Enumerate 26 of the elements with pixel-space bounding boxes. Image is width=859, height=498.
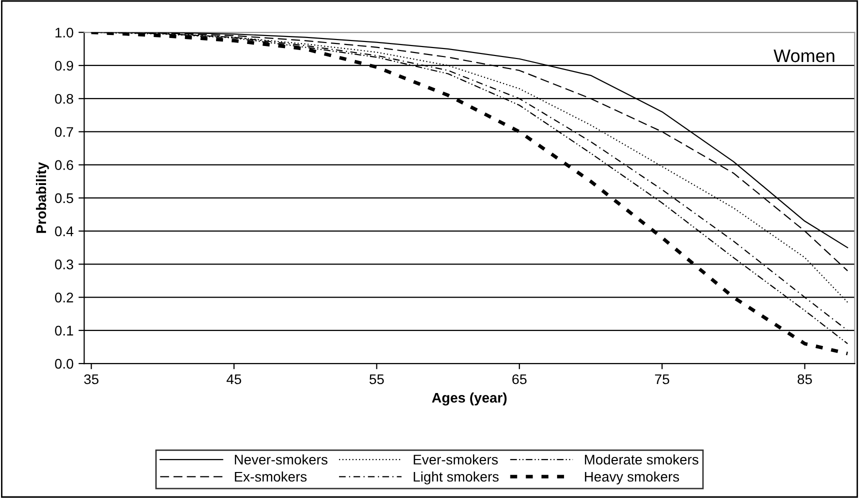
x-tick-label: 75 <box>655 374 670 384</box>
y-tick-label: 0.7 <box>55 127 74 137</box>
x-tick-label: 65 <box>512 374 527 384</box>
x-tick-label: 45 <box>226 374 242 384</box>
y-tick-label: 0.5 <box>55 193 74 204</box>
annotation: Women <box>774 50 834 62</box>
y-tick-label: 0.3 <box>55 260 74 270</box>
legend-label: Light smokers <box>414 471 499 484</box>
y-tick-label: 0.8 <box>55 94 74 104</box>
legend-label: Ex-smokers <box>234 471 307 482</box>
y-tick-label: 0.2 <box>55 292 74 302</box>
legend-label: Moderate smokers <box>584 454 698 465</box>
y-tick-label: 0.9 <box>55 60 74 71</box>
legend-label: Ever-smokers <box>414 454 498 465</box>
y-tick-label: 0.1 <box>55 326 74 336</box>
y-tick-label: 0.6 <box>55 160 74 170</box>
y-axis-title: Probability <box>36 162 49 233</box>
legend-label: Heavy smokers <box>584 471 680 484</box>
legend-label: Never-smokers <box>234 454 328 465</box>
x-axis-title: Ages (year) <box>432 392 507 406</box>
x-tick-label: 85 <box>798 374 812 384</box>
y-tick-label: 1.0 <box>56 28 74 38</box>
x-tick-label: 35 <box>84 374 98 384</box>
x-tick-label: 55 <box>370 374 384 384</box>
y-tick-label: 0.4 <box>55 226 74 236</box>
y-tick-label: 0.0 <box>55 358 74 369</box>
